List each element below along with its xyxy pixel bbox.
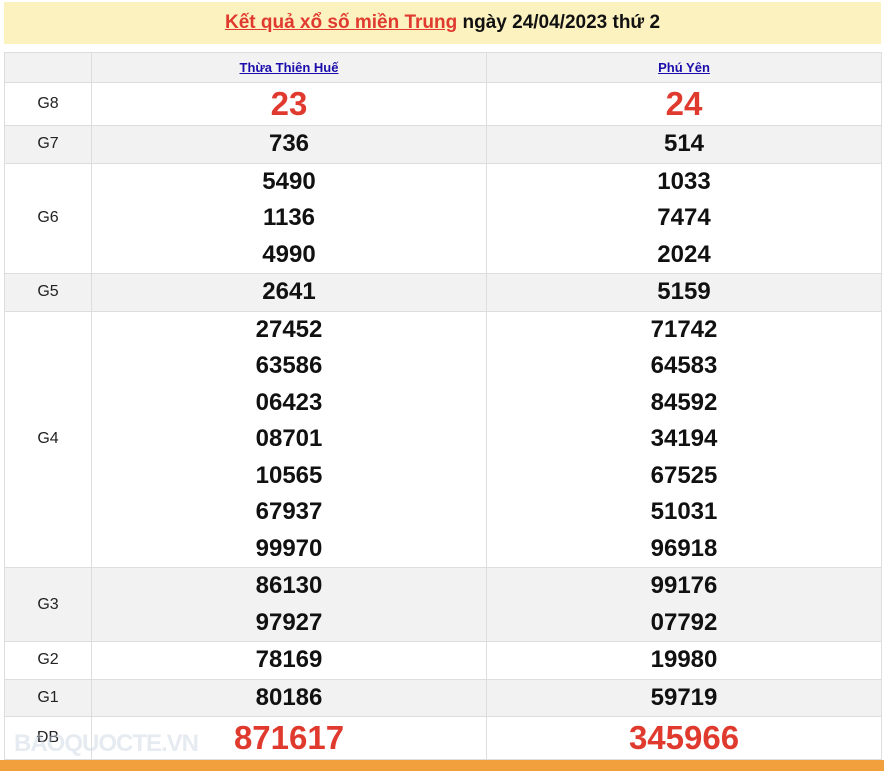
province-link[interactable]: Phú Yên xyxy=(658,60,710,75)
prize-number: 67525 xyxy=(650,461,718,489)
prize-row: G6 5490 1136 4990 1033 7474 2024 xyxy=(4,162,882,274)
prize-number: 5159 xyxy=(657,278,711,305)
prize-label: G2 xyxy=(4,641,92,680)
prize-cell: 78169 xyxy=(91,641,487,680)
header-province-2: Phú Yên xyxy=(486,52,882,83)
prize-cell: 5159 xyxy=(486,273,882,312)
prize-number: 34194 xyxy=(650,425,718,452)
prize-number: 2641 xyxy=(262,278,316,305)
results-table: Thừa Thiên Huế Phú Yên G8 23 24 G7 736 514 G6 5… xyxy=(4,52,882,760)
prize-number: 07792 xyxy=(650,608,718,636)
prize-label: G6 xyxy=(4,162,92,274)
prize-cell: 345966 xyxy=(486,716,882,760)
prize-number: 71742 xyxy=(650,315,718,343)
prize-number: 78169 xyxy=(255,646,323,673)
prize-number: 80186 xyxy=(255,683,323,711)
prize-label: G4 xyxy=(4,310,92,568)
title-date: ngày 24/04/2023 thứ 2 xyxy=(457,12,661,33)
prize-label: G1 xyxy=(4,678,92,717)
prize-number: 1033 xyxy=(657,167,711,195)
prize-number: 99176 xyxy=(650,572,718,599)
prize-number: 345966 xyxy=(628,719,740,756)
header-province-1: Thừa Thiên Huế xyxy=(91,52,487,83)
prize-cell: 19980 xyxy=(486,641,882,680)
prize-cell: 99176 07792 xyxy=(486,567,882,642)
prize-number: 514 xyxy=(663,130,705,157)
prize-row: G7 736 514 xyxy=(4,125,882,164)
watermark-logo: BAOQUOCTE.VN xyxy=(14,730,199,757)
prize-label: G8 xyxy=(4,82,92,126)
prize-number: 06423 xyxy=(255,388,323,416)
prize-number: 84592 xyxy=(650,388,718,416)
prize-number: 871617 xyxy=(233,719,345,756)
prize-cell: 5490 1136 4990 xyxy=(91,162,487,274)
prize-cell: 71742 64583 84592 34194 67525 51031 96918 xyxy=(486,310,882,568)
prize-label: ĐB xyxy=(4,716,92,760)
prize-cell: 1033 7474 2024 xyxy=(486,162,882,274)
prize-number: 736 xyxy=(268,130,310,157)
prize-number: 19980 xyxy=(650,646,718,673)
header-empty xyxy=(4,52,92,83)
prize-cell: 80186 xyxy=(91,678,487,717)
prize-number: 7474 xyxy=(657,204,711,231)
prize-label: G7 xyxy=(4,125,92,164)
prize-row: G8 23 24 xyxy=(4,82,882,126)
prize-label: G5 xyxy=(4,273,92,312)
prize-number: 27452 xyxy=(255,315,323,343)
prize-number: 96918 xyxy=(650,534,718,562)
title-link[interactable]: Kết quả xổ số miền Trung xyxy=(224,12,458,33)
prize-number: 59719 xyxy=(650,683,718,711)
prize-row: G3 86130 97927 99176 07792 xyxy=(4,567,882,642)
prize-number: 10565 xyxy=(255,461,323,489)
prize-cell: 871617 xyxy=(91,716,487,760)
prize-number: 67937 xyxy=(255,498,323,525)
prize-cell: 27452 63586 06423 08701 10565 67937 99970 xyxy=(91,310,487,568)
prize-number: 2024 xyxy=(657,240,711,268)
prize-number: 08701 xyxy=(255,425,323,452)
prize-row: G4 27452 63586 06423 08701 10565 67937 99970 717… xyxy=(4,310,882,568)
prize-cell: 86130 97927 xyxy=(91,567,487,642)
prize-number: 5490 xyxy=(262,167,316,195)
prize-cell: 736 xyxy=(91,125,487,164)
prize-number: 24 xyxy=(665,85,703,122)
prize-cell: 23 xyxy=(91,82,487,126)
prize-number: 4990 xyxy=(262,240,316,268)
prize-row: G1 80186 59719 xyxy=(4,678,882,717)
prize-cell: 2641 xyxy=(91,273,487,312)
page-title: Kết quả xổ số miền Trung ngày 24/04/2023… xyxy=(4,2,881,44)
prize-cell: 24 xyxy=(486,82,882,126)
footer-bar xyxy=(0,760,884,771)
prize-number: 86130 xyxy=(255,572,323,599)
prize-row: ĐB 871617 345966 xyxy=(4,716,882,760)
prize-number: 64583 xyxy=(650,352,718,379)
prize-number: 99970 xyxy=(255,534,323,562)
prize-cell: 59719 xyxy=(486,678,882,717)
prize-cell: 514 xyxy=(486,125,882,164)
prize-label: G3 xyxy=(4,567,92,642)
province-link[interactable]: Thừa Thiên Huế xyxy=(239,60,339,75)
prize-number: 51031 xyxy=(650,498,718,525)
prize-row: G5 2641 5159 xyxy=(4,273,882,312)
prize-number: 23 xyxy=(270,85,308,122)
prize-number: 97927 xyxy=(255,608,323,636)
prize-number: 63586 xyxy=(255,352,323,379)
prize-row: G2 78169 19980 xyxy=(4,641,882,680)
prize-number: 1136 xyxy=(262,204,316,231)
